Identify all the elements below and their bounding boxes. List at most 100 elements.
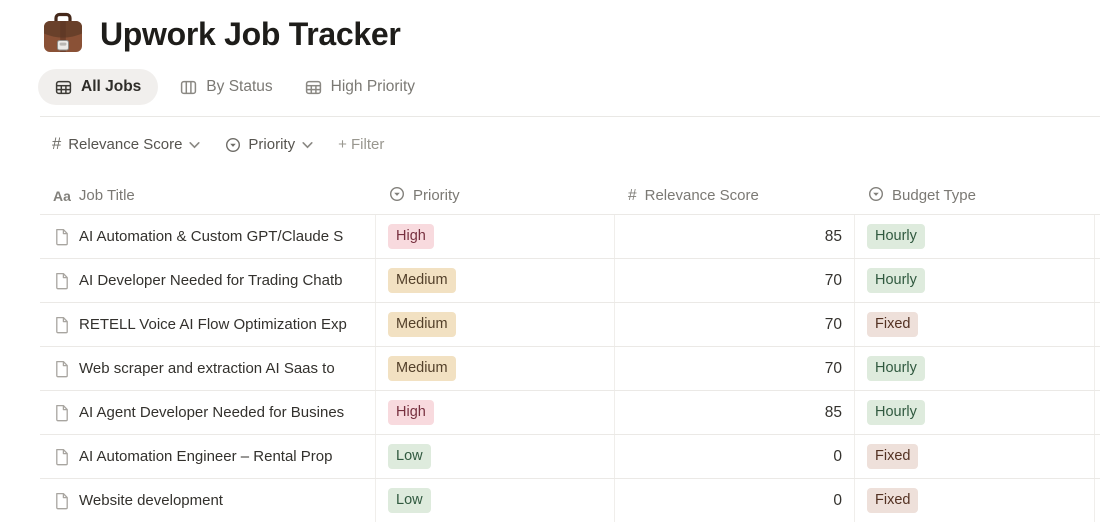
budget-type-cell[interactable]: Fixed xyxy=(855,435,1095,478)
priority-tag[interactable]: Medium xyxy=(388,268,456,293)
page-document-icon xyxy=(54,404,69,422)
number-icon: # xyxy=(52,135,62,153)
budget-type-tag[interactable]: Fixed xyxy=(867,488,919,513)
priority-cell[interactable]: Medium xyxy=(376,303,615,346)
chevron-down-icon xyxy=(189,141,201,149)
relevance-score-value: 85 xyxy=(824,227,842,245)
relevance-score-cell[interactable]: 0 xyxy=(615,479,855,522)
budget-type-cell[interactable]: Hourly xyxy=(855,215,1095,258)
tab-by-status[interactable]: By Status xyxy=(170,69,282,105)
column-header-relevance-score[interactable]: # Relevance Score xyxy=(615,177,855,214)
view-tabs: All Jobs By Status High Priority xyxy=(38,69,1100,105)
priority-cell[interactable]: Low xyxy=(376,435,615,478)
table-row: Website development Low 0 Fixed xyxy=(40,478,1100,522)
priority-cell[interactable]: High xyxy=(376,215,615,258)
sort-chip-priority[interactable]: Priority xyxy=(225,136,313,153)
budget-type-cell[interactable]: Hourly xyxy=(855,347,1095,390)
priority-cell[interactable]: Medium xyxy=(376,259,615,302)
table-row: AI Agent Developer Needed for Busines Hig… xyxy=(40,390,1100,434)
budget-type-tag[interactable]: Hourly xyxy=(867,224,925,249)
row-filler xyxy=(1095,303,1100,346)
page-header: Upwork Job Tracker xyxy=(0,0,1100,60)
priority-tag[interactable]: High xyxy=(388,224,434,249)
priority-tag[interactable]: High xyxy=(388,400,434,425)
table-header: Aa Job Title Priority # Relevance Score … xyxy=(40,177,1100,214)
relevance-score-value: 70 xyxy=(824,359,842,377)
job-title-cell[interactable]: RETELL Voice AI Flow Optimization Exp xyxy=(40,303,376,346)
table-body: AI Automation & Custom GPT/Claude S High 8… xyxy=(0,214,1100,522)
budget-type-tag[interactable]: Fixed xyxy=(867,312,919,337)
add-filter-button[interactable]: + Filter xyxy=(338,136,384,153)
sort-chip-label: Relevance Score xyxy=(68,136,183,153)
budget-type-cell[interactable]: Fixed xyxy=(855,479,1095,522)
briefcase-icon[interactable] xyxy=(40,11,86,57)
board-view-icon xyxy=(180,79,197,96)
job-title-cell[interactable]: AI Automation Engineer – Rental Prop xyxy=(40,435,376,478)
job-title-text: AI Automation Engineer – Rental Prop xyxy=(79,448,333,465)
budget-type-cell[interactable]: Hourly xyxy=(855,391,1095,434)
job-title-cell[interactable]: AI Agent Developer Needed for Busines xyxy=(40,391,376,434)
priority-cell[interactable]: Medium xyxy=(376,347,615,390)
budget-type-cell[interactable]: Hourly xyxy=(855,259,1095,302)
tab-label: All Jobs xyxy=(81,78,142,95)
column-label: Job Title xyxy=(78,187,135,204)
number-icon: # xyxy=(628,186,637,204)
page-document-icon xyxy=(54,272,69,290)
column-label: Priority xyxy=(413,187,460,204)
tab-label: High Priority xyxy=(330,78,416,95)
table-row: AI Developer Needed for Trading Chatb Med… xyxy=(40,258,1100,302)
job-title-text: RETELL Voice AI Flow Optimization Exp xyxy=(79,316,347,333)
page-document-icon xyxy=(54,360,69,378)
sort-chip-label: Priority xyxy=(248,136,296,153)
job-title-text: Website development xyxy=(79,492,223,509)
budget-type-tag[interactable]: Hourly xyxy=(867,356,925,381)
priority-cell[interactable]: Low xyxy=(376,479,615,522)
relevance-score-cell[interactable]: 70 xyxy=(615,303,855,346)
relevance-score-value: 70 xyxy=(824,315,842,333)
relevance-score-cell[interactable]: 85 xyxy=(615,391,855,434)
job-title-cell[interactable]: Website development xyxy=(40,479,376,522)
select-icon xyxy=(225,137,241,153)
column-header-budget-type[interactable]: Budget Type xyxy=(855,177,1095,214)
relevance-score-value: 70 xyxy=(824,271,842,289)
select-icon xyxy=(389,186,405,206)
priority-tag[interactable]: Low xyxy=(388,444,431,469)
table-row: AI Automation Engineer – Rental Prop Low 0… xyxy=(40,434,1100,478)
budget-type-tag[interactable]: Hourly xyxy=(867,400,925,425)
priority-tag[interactable]: Medium xyxy=(388,356,456,381)
priority-tag[interactable]: Low xyxy=(388,488,431,513)
filter-bar: # Relevance Score Priority + Filter xyxy=(0,117,1100,172)
budget-type-cell[interactable]: Fixed xyxy=(855,303,1095,346)
column-header-priority[interactable]: Priority xyxy=(376,177,615,214)
tab-label: By Status xyxy=(206,78,273,95)
budget-type-tag[interactable]: Hourly xyxy=(867,268,925,293)
column-header-job-title[interactable]: Aa Job Title xyxy=(40,177,376,214)
job-title-text: AI Developer Needed for Trading Chatb xyxy=(79,272,343,289)
page-document-icon xyxy=(54,228,69,246)
relevance-score-cell[interactable]: 85 xyxy=(615,215,855,258)
job-title-text: AI Automation & Custom GPT/Claude S xyxy=(79,228,344,245)
job-title-text: AI Agent Developer Needed for Busines xyxy=(79,404,345,421)
title-property-icon: Aa xyxy=(53,187,71,204)
job-title-cell[interactable]: AI Developer Needed for Trading Chatb xyxy=(40,259,376,302)
priority-cell[interactable]: High xyxy=(376,391,615,434)
relevance-score-cell[interactable]: 70 xyxy=(615,347,855,390)
relevance-score-cell[interactable]: 0 xyxy=(615,435,855,478)
sort-chip-relevance-score[interactable]: # Relevance Score xyxy=(52,135,201,154)
priority-tag[interactable]: Medium xyxy=(388,312,456,337)
job-title-cell[interactable]: AI Automation & Custom GPT/Claude S xyxy=(40,215,376,258)
tab-high-priority[interactable]: High Priority xyxy=(295,69,425,105)
page-document-icon xyxy=(54,492,69,510)
row-filler xyxy=(1095,391,1100,434)
row-filler xyxy=(1095,479,1100,522)
relevance-score-cell[interactable]: 70 xyxy=(615,259,855,302)
job-title-text: Web scraper and extraction AI Saas to xyxy=(79,360,335,377)
chevron-down-icon xyxy=(302,141,313,149)
tab-all-jobs[interactable]: All Jobs xyxy=(38,69,159,105)
relevance-score-value: 0 xyxy=(833,491,842,509)
table-row: Web scraper and extraction AI Saas to Med… xyxy=(40,346,1100,390)
budget-type-tag[interactable]: Fixed xyxy=(867,444,919,469)
job-title-cell[interactable]: Web scraper and extraction AI Saas to xyxy=(40,347,376,390)
table-row: RETELL Voice AI Flow Optimization Exp Med… xyxy=(40,302,1100,346)
row-filler xyxy=(1095,259,1100,302)
